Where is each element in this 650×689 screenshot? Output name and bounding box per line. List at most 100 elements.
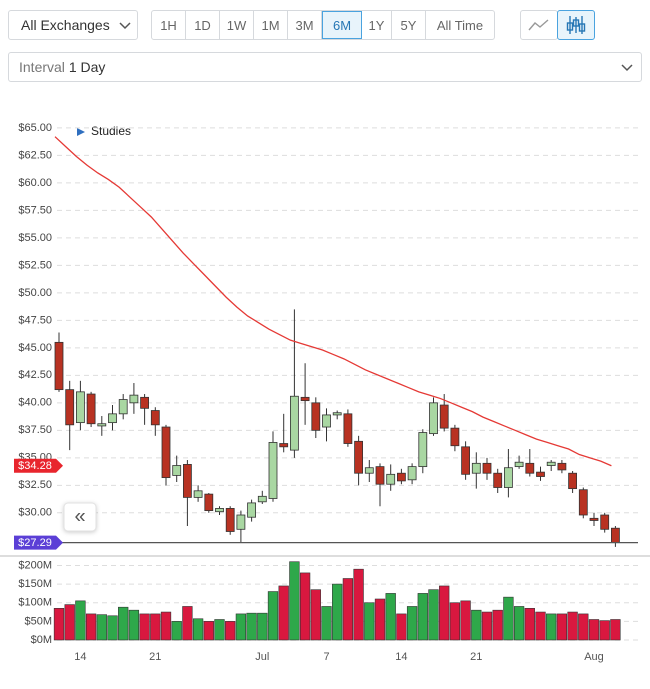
exchange-dropdown[interactable]: All Exchanges: [8, 10, 138, 40]
range-button[interactable]: 1Y: [362, 11, 392, 39]
volume-bar: [128, 609, 140, 641]
candle-body: [568, 472, 577, 490]
candle-body: [54, 341, 64, 391]
candle-body: [129, 394, 139, 404]
candle-body: [311, 402, 321, 431]
range-button[interactable]: 1D: [186, 11, 220, 39]
candle-body: [279, 443, 289, 448]
volume-bar: [492, 609, 503, 641]
candle-body: [589, 517, 599, 521]
volume-bar: [203, 621, 214, 641]
y-tick-label: $32.50: [18, 479, 52, 491]
candle-body: [182, 464, 192, 498]
price-tag-label: $34.28: [18, 460, 52, 472]
volume-bar: [546, 613, 557, 641]
candle-body: [611, 527, 620, 544]
volume-bar: [481, 611, 493, 641]
x-tick-label: Jul: [255, 651, 269, 663]
chevron: [621, 64, 633, 72]
candle-body: [429, 402, 438, 435]
volume-bar: [267, 591, 279, 641]
candle-body: [193, 490, 203, 498]
candle-body: [65, 389, 75, 426]
y-tick-label: $40.00: [18, 397, 52, 409]
range-button[interactable]: 1W: [220, 11, 254, 39]
studies-toggle[interactable]: Studies: [91, 124, 131, 138]
y-tick-label: $35.00: [18, 452, 52, 464]
candle-body: [461, 446, 471, 475]
candle-body: [450, 427, 460, 447]
range-button[interactable]: 3M: [288, 11, 322, 39]
range-button[interactable]: 6M: [322, 11, 362, 39]
candle-body: [354, 440, 364, 474]
candle-icon: [566, 16, 586, 34]
volume-bar: [278, 585, 289, 641]
volume-bar: [235, 613, 247, 641]
y-tick-label: $30.00: [18, 507, 52, 519]
volume-bar: [96, 614, 107, 641]
volume-bar: [385, 593, 396, 641]
collapse-button[interactable]: «: [74, 505, 85, 527]
price-tag-label: $27.29: [18, 537, 52, 549]
volume-bar: [321, 606, 332, 641]
volume-bar: [214, 619, 225, 641]
volume-bar: [460, 600, 471, 641]
y-tick-label: $55.00: [18, 232, 52, 244]
volume-bar: [150, 613, 161, 641]
volume-bar: [556, 613, 568, 641]
range-button[interactable]: All Time: [436, 17, 484, 33]
volume-bar: [513, 606, 525, 641]
volume-bar: [160, 611, 172, 641]
candle-body: [439, 404, 449, 429]
volume-bar: [471, 609, 482, 641]
x-tick-label: 14: [395, 651, 407, 663]
y-tick-label: $50.00: [18, 287, 52, 299]
x-tick-label: 14: [74, 651, 86, 663]
volume-bar: [503, 596, 514, 641]
interval-value: 1 Day: [68, 59, 106, 75]
volume-tick-label: $100M: [18, 597, 52, 609]
volume-bar: [257, 612, 268, 641]
volume-bar: [588, 619, 600, 641]
volume-bar: [428, 589, 439, 641]
volume-bar: [535, 611, 546, 641]
y-tick-label: $47.50: [18, 314, 52, 326]
candle-body: [215, 508, 224, 513]
candle-body: [364, 467, 374, 474]
line-chart-button[interactable]: [520, 10, 558, 40]
candle-body: [332, 412, 342, 416]
volume-bar: [449, 602, 461, 641]
candle-body: [557, 462, 567, 471]
volume-bar: [599, 620, 610, 641]
range-button[interactable]: 5Y: [392, 11, 426, 39]
candle-body: [407, 466, 417, 481]
y-tick-label: $62.50: [18, 149, 52, 161]
y-tick-label: $52.50: [18, 259, 52, 271]
volume-bar: [289, 561, 300, 641]
volume-bar: [53, 608, 65, 641]
candle-body: [257, 495, 267, 503]
range-button[interactable]: 1M: [254, 11, 288, 39]
candle-body: [418, 432, 428, 468]
candle-body: [140, 396, 150, 409]
volume-bar: [439, 585, 450, 641]
volume-bar: [417, 593, 428, 641]
volume-bar: [139, 613, 150, 641]
chevron: [119, 22, 131, 30]
interval-dropdown[interactable]: Interval 1 Day: [8, 52, 642, 82]
y-tick-label: $65.00: [18, 122, 52, 134]
price-tag: [14, 458, 63, 473]
x-tick-label: 7: [323, 651, 329, 663]
candle-body: [268, 442, 278, 499]
interval-label: Interval: [19, 59, 65, 75]
volume-bar: [75, 600, 86, 641]
y-tick-label: $57.50: [18, 204, 52, 216]
volume-bar: [610, 619, 621, 641]
candle-chart-button[interactable]: [557, 10, 595, 40]
candle-body: [247, 502, 257, 518]
volume-bar: [310, 589, 321, 641]
candle-body: [76, 391, 85, 424]
range-button[interactable]: 1H: [152, 11, 186, 39]
volume-bar: [364, 602, 375, 641]
